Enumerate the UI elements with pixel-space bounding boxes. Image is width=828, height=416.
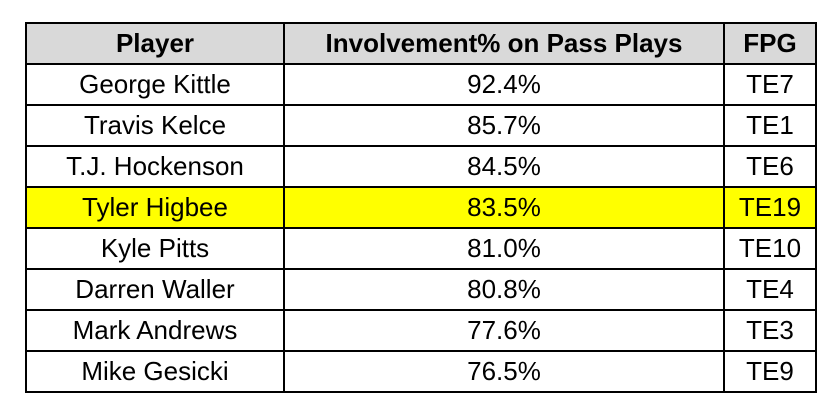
involvement-cell: 83.5% (283, 186, 725, 229)
table-row: Mike Gesicki 76.5% TE9 (25, 350, 817, 393)
fpg-cell: TE19 (723, 186, 817, 229)
involvement-cell: 81.0% (283, 227, 725, 270)
involvement-cell: 80.8% (283, 268, 725, 311)
table-row-highlighted: Tyler Higbee 83.5% TE19 (25, 186, 817, 229)
player-cell: George Kittle (25, 63, 285, 106)
table-row: George Kittle 92.4% TE7 (25, 63, 817, 106)
player-cell: T.J. Hockenson (25, 145, 285, 188)
involvement-cell: 77.6% (283, 309, 725, 352)
fpg-cell: TE7 (723, 63, 817, 106)
involvement-cell: 92.4% (283, 63, 725, 106)
fpg-cell: TE4 (723, 268, 817, 311)
header-row: Player Involvement% on Pass Plays FPG (25, 22, 817, 65)
player-cell: Mark Andrews (25, 309, 285, 352)
involvement-cell: 85.7% (283, 104, 725, 147)
table-row: T.J. Hockenson 84.5% TE6 (25, 145, 817, 188)
involvement-cell: 84.5% (283, 145, 725, 188)
fpg-cell: TE9 (723, 350, 817, 393)
fpg-cell: TE10 (723, 227, 817, 270)
fpg-cell: TE1 (723, 104, 817, 147)
table-row: Kyle Pitts 81.0% TE10 (25, 227, 817, 270)
player-cell: Kyle Pitts (25, 227, 285, 270)
column-header-player: Player (25, 22, 285, 65)
table-row: Mark Andrews 77.6% TE3 (25, 309, 817, 352)
table-row: Darren Waller 80.8% TE4 (25, 268, 817, 311)
player-cell: Darren Waller (25, 268, 285, 311)
player-cell: Tyler Higbee (25, 186, 285, 229)
player-cell: Travis Kelce (25, 104, 285, 147)
column-header-involvement: Involvement% on Pass Plays (283, 22, 725, 65)
table-row: Travis Kelce 85.7% TE1 (25, 104, 817, 147)
fpg-cell: TE6 (723, 145, 817, 188)
involvement-cell: 76.5% (283, 350, 725, 393)
stats-table: Player Involvement% on Pass Plays FPG Ge… (25, 22, 817, 393)
player-cell: Mike Gesicki (25, 350, 285, 393)
column-header-fpg: FPG (723, 22, 817, 65)
fpg-cell: TE3 (723, 309, 817, 352)
